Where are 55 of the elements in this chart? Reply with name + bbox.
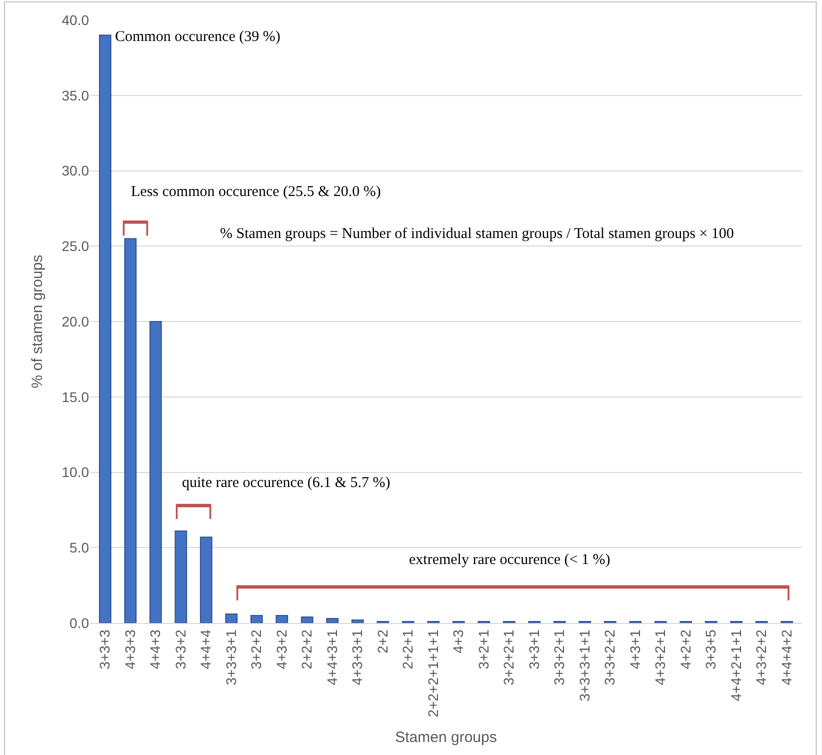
- bar: [250, 614, 263, 623]
- x-tick-label: 2+2: [374, 629, 390, 654]
- x-tick-label: 3+3+3: [96, 629, 113, 670]
- bar: [98, 34, 112, 623]
- y-axis-title: % of stamen groups: [29, 254, 46, 388]
- y-tick-label: 30.0: [62, 162, 90, 179]
- x-tick-label: 4+3+2: [273, 629, 290, 670]
- y-tick-label: 20.0: [62, 313, 90, 330]
- x-tick-label: 4+3+3+1: [349, 629, 366, 686]
- x-tick-label: 3+3+5: [702, 629, 719, 670]
- bar: [326, 618, 339, 623]
- x-tick-label: 3+3+2+1: [551, 629, 568, 686]
- annotation: % Stamen groups = Number of individual stamen groups / Total stamen groups × 100: [220, 226, 734, 242]
- x-tick-label: 3+3+1: [526, 629, 542, 670]
- bar: [300, 616, 314, 623]
- x-tick-label: 4+4+3+1: [324, 629, 340, 686]
- x-tick-label: 3+3+2+2: [602, 629, 618, 686]
- x-tick-label: 3+2+2+1: [500, 629, 517, 686]
- x-tick-label: 4+4+2+1+1: [728, 629, 744, 702]
- x-tick-label: 2+2+2: [298, 629, 315, 670]
- bar: [124, 238, 137, 623]
- y-tick-label: 35.0: [62, 87, 90, 104]
- x-tick-label: 4+4+4+2: [778, 629, 794, 686]
- bar: [200, 536, 212, 623]
- bar: [225, 613, 238, 623]
- annotation: quite rare occurence (6.1 & 5.7 %): [182, 475, 390, 491]
- x-tick-label: 4+4+3: [147, 629, 164, 670]
- y-tick-label: 5.0: [70, 540, 90, 556]
- y-tick-label: 15.0: [62, 388, 90, 405]
- x-tick-label: 3+3+3+1: [222, 629, 239, 686]
- x-tick-label: 4+2+2: [677, 629, 694, 670]
- bar: [149, 321, 162, 623]
- x-tick-label: 3+2+2: [248, 629, 264, 670]
- bar: [351, 619, 364, 623]
- x-tick-label: 2+2+1: [400, 629, 416, 670]
- x-tick-label: 4+3+1: [626, 629, 643, 670]
- y-tick-label: 10.0: [62, 464, 90, 480]
- bar: [174, 530, 188, 623]
- x-tick-label: 4+3: [450, 629, 466, 654]
- x-tick-label: 4+3+2+2: [753, 629, 770, 686]
- bar: [276, 614, 288, 623]
- y-tick-label: 0.0: [70, 614, 90, 631]
- x-tick-label: 3+3+3+1+1: [576, 629, 592, 702]
- annotation: extremely rare occurence (< 1 %): [409, 552, 610, 568]
- x-axis-title: Stamen groups: [395, 729, 497, 746]
- y-tick-label: 25.0: [62, 238, 90, 254]
- x-tick-label: 3+3+2: [172, 629, 188, 670]
- y-tick-label: 40.0: [62, 12, 90, 28]
- x-tick-label: 4+3+3: [122, 629, 138, 670]
- x-tick-label: 2+2+2+1+1+1: [424, 629, 441, 718]
- annotation: Common occurence (39 %): [115, 29, 280, 45]
- x-tick-label: 4+4+4: [198, 629, 214, 670]
- annotation: Less common occurence (25.5 & 20.0 %): [131, 184, 381, 200]
- x-tick-label: 4+3+2+1: [652, 629, 668, 686]
- x-tick-label: 3+2+1: [475, 629, 492, 670]
